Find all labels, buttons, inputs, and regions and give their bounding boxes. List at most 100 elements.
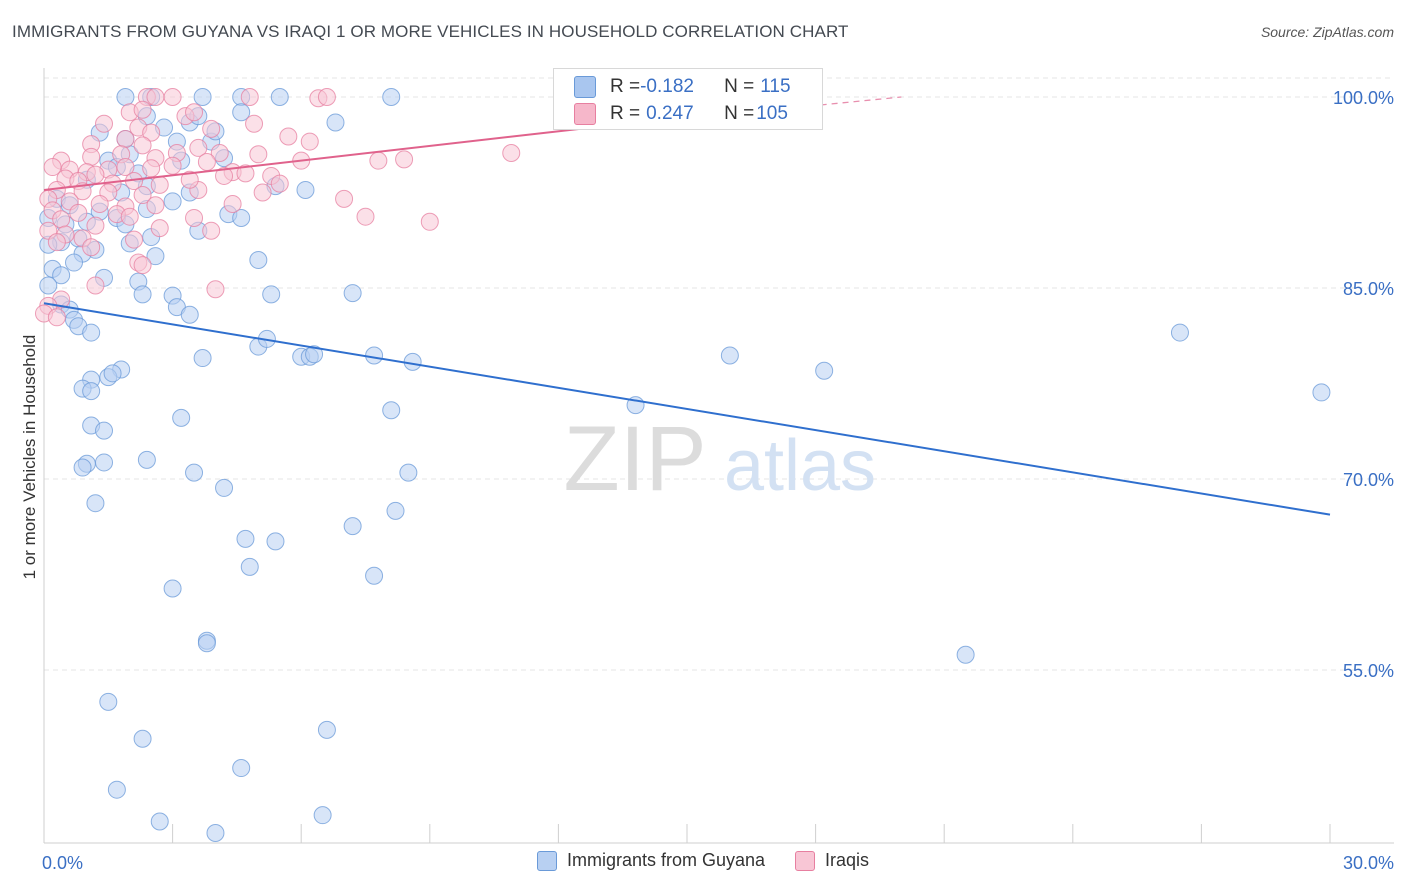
guyana-point [399,463,418,482]
guyana-point [815,361,834,380]
iraqi-point [223,194,242,213]
guyana-point [180,305,199,324]
iraqi-point [369,151,388,170]
guyana-point [52,266,71,285]
guyana-point [206,823,225,842]
axes [43,68,1394,844]
guyana-point [172,408,191,427]
n-value: 105 [756,103,788,124]
iraqi-point [189,138,208,157]
guyana-point [215,478,234,497]
iraqi-point [116,130,135,149]
guyana-point [146,247,165,266]
iraqi-point [202,119,221,138]
iraqi-point [197,152,216,171]
guyana-point [382,88,401,106]
trend-line-iraqi [43,127,580,191]
iraqi-point [82,238,101,257]
iraqi-point [300,132,319,151]
iraqi-point [180,170,199,189]
guyana-point [65,253,84,272]
source-label: Source: ZipAtlas.com [1260,24,1394,40]
guyana-point [150,812,169,831]
iraqi-point [142,159,161,178]
iraqi-point [245,114,264,133]
guyana-point [133,285,152,304]
iraqi-point [236,164,255,183]
guyana-point [262,285,281,304]
guyana-point [163,579,182,598]
legend-label-guyana: Immigrants from Guyana [566,850,766,870]
guyana-point [82,382,101,401]
trend-lines [43,96,1331,516]
guyana-point [73,458,92,477]
guyana-point [270,88,289,106]
guyana-point [343,517,362,536]
guyana-point [305,345,324,364]
x-tick-label: 0.0% [42,853,83,873]
guyana-point [99,692,118,711]
watermark-atlas: atlas [724,426,876,506]
guyana-point [39,276,58,295]
guyana-point [1170,323,1189,342]
guyana-point [163,192,182,211]
stats-swatch-iraqi [574,103,596,125]
guyana-point [365,346,384,365]
iraqi-point [133,256,152,275]
legend: Immigrants from Guyana Iraqis [0,850,1406,871]
iraqi-point [163,88,182,106]
r-value: 0.247 [646,103,694,124]
legend-swatch-iraqi [795,850,816,871]
guyana-point [249,250,268,269]
iraqi-point [502,144,521,163]
iraqi-point [82,147,101,166]
iraqi-point [146,196,165,215]
iraqi-point [146,88,165,106]
y-tick-label: 70.0% [1343,470,1394,490]
iraqi-point [317,88,336,106]
guyana-point [343,284,362,303]
iraqi-point [133,136,152,155]
trend-line-iraqi-extension [579,96,902,130]
legend-swatch-guyana [536,850,557,871]
watermark: ZIP atlas [563,408,876,510]
iraqi-point [185,103,204,122]
iraqi-point [86,216,105,235]
tick-labels: 100.0% 85.0% 70.0% 55.0% 0.0% 30.0% [42,88,1394,873]
watermark-zip: ZIP [563,408,706,510]
iraqi-point [253,183,272,202]
guyana-point [193,88,212,106]
guyana-point [185,463,204,482]
stats-row-guyana: R = -0.182 N = 115 [574,74,791,100]
guyana-point [240,557,259,576]
guyana-point [403,352,422,371]
iraqi-point [163,156,182,175]
iraqi-point [86,165,105,184]
guyana-point [1312,383,1331,402]
iraqi-point [47,308,66,327]
legend-item-guyana[interactable]: Immigrants from Guyana [536,850,766,871]
y-tick-label: 100.0% [1333,88,1394,108]
guyana-point [720,346,739,365]
iraqi-point [150,219,169,238]
chart-title: IMMIGRANTS FROM GUYANA VS IRAQI 1 OR MOR… [12,22,849,41]
iraqi-point [420,212,439,231]
guyana-point [193,349,212,368]
guyana-point [296,180,315,199]
guyana-point [382,401,401,420]
r-label: R = [610,103,641,124]
iraqi-point [142,123,161,142]
iraqi-point [95,114,114,133]
guyana-point [266,532,285,551]
iraqi-point [69,203,88,222]
iraqi-point [120,207,139,226]
guyana-point [82,323,101,342]
guyana-point [95,453,114,472]
guyana-point [95,421,114,440]
guyana-point [137,450,156,469]
iraqi-point [43,158,62,177]
iraqi-point [133,100,152,119]
iraqi-point [210,144,229,163]
legend-item-iraqi[interactable]: Iraqis [795,850,869,871]
